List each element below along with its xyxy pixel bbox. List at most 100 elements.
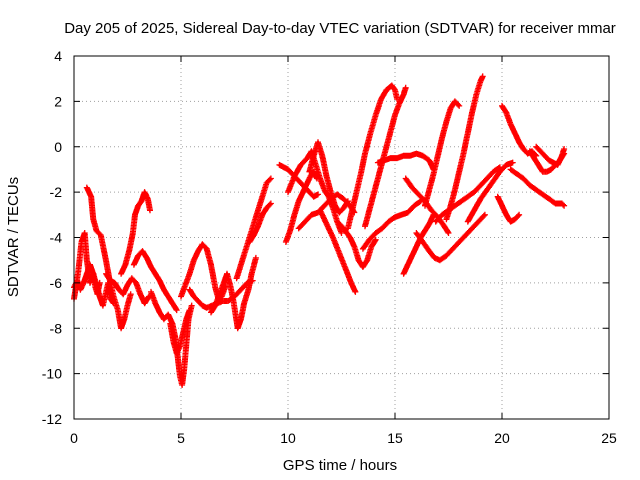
data-point — [226, 273, 228, 275]
data-point — [315, 164, 317, 166]
data-point — [452, 248, 454, 250]
data-point — [486, 189, 488, 191]
data-point — [454, 189, 456, 191]
data-point — [527, 152, 529, 155]
data-point — [84, 232, 86, 234]
data-point — [112, 295, 115, 298]
data-point — [255, 257, 257, 259]
data-point — [537, 164, 539, 166]
data-point — [497, 196, 499, 198]
data-point — [480, 80, 482, 82]
data-point — [139, 293, 141, 295]
data-point — [193, 259, 195, 261]
data-point — [325, 175, 328, 177]
data-point — [244, 250, 246, 252]
data-point — [411, 186, 413, 189]
y-tick-label: 4 — [54, 48, 62, 64]
data-point — [285, 241, 287, 243]
data-point — [533, 157, 535, 159]
data-point — [349, 236, 351, 239]
data-point — [185, 318, 187, 320]
data-point — [313, 171, 315, 173]
data-point — [405, 177, 407, 180]
data-point — [462, 152, 465, 155]
data-point — [518, 214, 520, 216]
data-point — [293, 214, 296, 216]
data-point — [86, 186, 88, 189]
data-point — [257, 225, 259, 227]
data-point — [505, 112, 507, 114]
data-point — [109, 298, 111, 300]
data-point — [109, 280, 111, 282]
series-arc-34 — [507, 166, 568, 209]
series-arc-33 — [499, 102, 540, 159]
series-arc-4 — [103, 270, 152, 307]
data-point — [163, 318, 165, 320]
data-point — [338, 211, 340, 214]
data-point — [167, 295, 169, 298]
series-arc-27 — [413, 211, 488, 264]
series-arc-31 — [464, 159, 516, 225]
data-point — [240, 264, 242, 266]
data-point — [154, 273, 156, 275]
x-tick-label: 5 — [177, 430, 185, 446]
data-point — [396, 157, 398, 159]
data-point — [323, 189, 325, 191]
data-point — [445, 121, 447, 123]
marker-trace — [400, 211, 437, 277]
series-arc-30 — [432, 164, 503, 225]
data-point — [535, 155, 537, 157]
data-point — [210, 264, 212, 266]
data-point — [387, 221, 390, 223]
marker-trace — [494, 193, 523, 225]
data-point — [197, 300, 199, 302]
data-point — [123, 318, 125, 320]
data-point — [552, 162, 554, 164]
data-point — [514, 218, 516, 220]
data-point — [266, 207, 268, 209]
data-point — [432, 214, 435, 216]
data-point — [460, 200, 462, 202]
series-arc-12 — [233, 175, 274, 282]
data-point — [92, 218, 94, 220]
data-point — [147, 198, 149, 200]
marker-trace — [507, 166, 568, 209]
marker-trace — [432, 164, 503, 225]
data-point — [355, 191, 358, 193]
x-tick-label: 15 — [387, 430, 403, 446]
data-point — [501, 205, 503, 207]
data-point — [188, 289, 191, 291]
data-point — [287, 191, 289, 193]
data-point — [266, 182, 268, 184]
data-point — [104, 255, 106, 257]
data-point — [321, 155, 323, 157]
series-arc-36 — [533, 143, 568, 168]
data-point — [278, 164, 281, 166]
data-point — [353, 245, 355, 248]
data-point — [398, 103, 400, 105]
x-tick-label: 25 — [601, 430, 617, 446]
data-point — [247, 289, 250, 291]
data-point — [117, 309, 119, 311]
data-point — [146, 257, 148, 259]
data-point — [330, 191, 332, 193]
data-point — [94, 286, 96, 289]
data-point — [319, 177, 321, 180]
data-point — [253, 223, 255, 225]
data-point — [375, 232, 377, 234]
data-point — [137, 205, 139, 207]
data-point — [375, 239, 377, 241]
data-point — [439, 259, 441, 261]
data-point — [441, 214, 443, 216]
data-point — [554, 202, 557, 205]
data-points — [71, 73, 568, 388]
data-point — [310, 150, 313, 152]
data-point — [300, 182, 302, 184]
data-point — [169, 323, 171, 325]
data-point — [433, 257, 436, 259]
data-point — [86, 259, 88, 261]
data-point — [332, 236, 334, 239]
data-point — [354, 291, 357, 293]
x-tick-label: 20 — [494, 430, 510, 446]
